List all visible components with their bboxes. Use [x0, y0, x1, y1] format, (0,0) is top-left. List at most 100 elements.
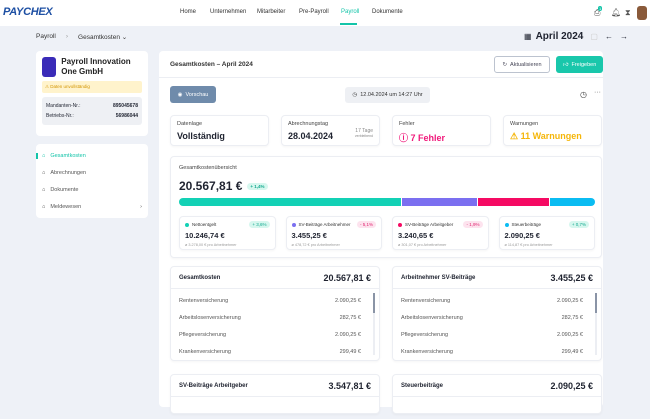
- detail-row: Rentenversicherung 2.090,25 €: [401, 292, 583, 309]
- segment-card: Steuerbeiträge + 0,7% 2.090,25 € ø 114,87…: [498, 216, 595, 250]
- row-label: Pflegeversicherung: [401, 331, 449, 338]
- preview-label: Vorschau: [185, 91, 209, 98]
- inbox-icon[interactable]: ⎙ 1: [594, 6, 603, 17]
- breadcrumb-current-label: Gesamtkosten: [78, 34, 120, 41]
- row-value: 2.090,25 €: [335, 297, 361, 304]
- card-title: SV-Beiträge Arbeitgeber: [179, 382, 248, 389]
- days-remaining-label: verbleibend: [354, 134, 373, 138]
- release-button[interactable]: 👍︎ Freigeben: [556, 56, 603, 73]
- nav-dokumente[interactable]: Dokumente: [372, 9, 403, 15]
- stat-value: 11 Warnungen: [520, 131, 582, 141]
- segment-name: Nettoentgelt: [192, 222, 217, 227]
- nav-payroll[interactable]: Payroll: [341, 9, 360, 15]
- preview-button[interactable]: ◉ Vorschau: [170, 86, 216, 103]
- cost-distribution-bar: [179, 198, 595, 206]
- row-label: Rentenversicherung: [179, 297, 229, 304]
- cost-detail-card: Arbeitnehmer SV-Beiträge 3.455,25 € Rente…: [392, 266, 602, 361]
- data-incomplete-warning: ⚠ Daten unvollständig: [42, 81, 142, 93]
- company-ids: Mandanten-Nr.: 895045678 Betriebs-Nr.: 569…: [42, 97, 142, 125]
- period-picker-icon[interactable]: ▢: [590, 32, 598, 41]
- nav-pre-payroll[interactable]: Pre-Payroll: [299, 9, 329, 15]
- row-label: Krankenversicherung: [179, 348, 231, 355]
- segment-card: Nettoentgelt + 3,6% 10.246,74 € ø 3.278,0…: [179, 216, 276, 250]
- breadcrumb-separator-icon: ›: [65, 33, 69, 40]
- card-title: Gesamtkosten: [179, 274, 221, 281]
- segment-name: SV-Beiträge Arbeitnehmer: [298, 222, 351, 227]
- scrollbar[interactable]: [373, 293, 375, 355]
- segment-card: SV-Beiträge Arbeitgeber - 1,9% 3.240,65 €…: [392, 216, 489, 250]
- segment-change-badge: - 1,9%: [463, 221, 483, 228]
- detail-row: Rentenversicherung 2.090,25 €: [179, 292, 361, 309]
- row-value: 299,49 €: [561, 348, 583, 355]
- card-total: 2.090,25 €: [550, 380, 593, 391]
- sidebar-item-label: Dokumente: [50, 186, 79, 193]
- segment-value: 3.240,65 €: [398, 231, 434, 240]
- clock-icon: ◷: [352, 92, 358, 98]
- sidebar-item-meldewesen[interactable]: ⌂ Meldewesen ›: [42, 198, 142, 215]
- days-remaining-value: 17 Tage: [355, 128, 373, 134]
- sidebar-item-abrechnungen[interactable]: ⌂ Abrechnungen: [42, 164, 142, 181]
- legend-dot-icon: [291, 222, 296, 227]
- row-label: Rentenversicherung: [401, 297, 451, 304]
- card-total: 3.455,25 €: [550, 272, 593, 283]
- error-icon: ⓘ: [399, 133, 411, 143]
- cost-detail-card: Gesamtkosten 20.567,81 € Rentenversicheru…: [170, 266, 380, 361]
- overview-title: Gesamtkostenübersicht: [179, 165, 237, 171]
- avatar[interactable]: [637, 6, 647, 20]
- refresh-button[interactable]: ↻ Aktualisieren: [494, 56, 550, 73]
- stat-warnungen[interactable]: Warnungen ⚠ 11 Warnungen: [503, 115, 602, 146]
- scrollbar[interactable]: [595, 293, 597, 355]
- breadcrumb-current[interactable]: Gesamtkosten ⌄: [78, 34, 128, 41]
- hourglass-icon[interactable]: ⧗: [625, 8, 631, 17]
- detail-row: Pflegeversicherung 2.090,25 €: [401, 326, 583, 343]
- detail-row: Krankenversicherung 299,49 €: [401, 343, 583, 360]
- segment-change-badge: + 3,6%: [249, 221, 270, 228]
- period-label[interactable]: April 2024: [535, 31, 584, 42]
- briefcase-icon: ⌂: [42, 169, 46, 176]
- previous-period-arrow-icon[interactable]: ←: [604, 32, 613, 41]
- sidebar-menu: ⌂ Gesamtkosten ⌂ Abrechnungen ⌂ Dokumente ⌂…: [36, 144, 148, 218]
- bar-segment: [179, 198, 402, 206]
- stat-fehler[interactable]: Fehler ⓘ 7 Fehler: [392, 115, 491, 146]
- nav-mitarbeiter[interactable]: Mitarbeiter: [257, 9, 286, 15]
- briefcase-icon: ⌂: [42, 186, 46, 193]
- stat-value: 7 Fehler: [410, 133, 446, 143]
- sidebar-item-dokumente[interactable]: ⌂ Dokumente: [42, 181, 142, 198]
- row-label: Arbeitslosenversicherung: [401, 314, 463, 321]
- next-period-arrow-icon[interactable]: →: [619, 32, 628, 41]
- segment-average: ø 301,07 € pro Arbeitnehmer: [398, 243, 447, 247]
- card-title: Steuerbeiträge: [401, 382, 444, 389]
- card-total: 20.567,81 €: [323, 272, 371, 283]
- overview-change-badge: + 1,4%: [247, 182, 268, 190]
- thumbs-up-icon: 👍︎: [562, 61, 569, 68]
- betrieb-value: 56986044: [115, 113, 138, 119]
- row-value: 299,49 €: [339, 348, 361, 355]
- stat-value: 28.04.2024: [288, 131, 334, 141]
- breadcrumb: Payroll › Gesamtkosten ⌄: [36, 33, 127, 41]
- breadcrumb-payroll[interactable]: Payroll: [36, 33, 56, 40]
- bar-segment: [549, 198, 595, 206]
- stat-label: Abrechnungstag: [288, 121, 329, 127]
- release-label: Freigeben: [571, 61, 597, 68]
- eye-icon: ◉: [177, 91, 183, 98]
- segment-change-badge: + 0,7%: [568, 221, 589, 228]
- more-options-icon[interactable]: ···: [594, 89, 601, 96]
- segment-cards: Nettoentgelt + 3,6% 10.246,74 € ø 3.278,0…: [179, 216, 595, 250]
- segment-card: SV-Beiträge Arbeitnehmer - 5,1% 3.455,25 …: [285, 216, 382, 250]
- bell-icon[interactable]: 🔔︎: [611, 8, 622, 17]
- nav-home[interactable]: Home: [180, 9, 197, 15]
- sidebar-item-gesamtkosten[interactable]: ⌂ Gesamtkosten: [42, 147, 142, 164]
- sidebar-item-label: Meldewesen: [50, 203, 82, 210]
- overview-card: Gesamtkostenübersicht 20.567,81 € + 1,4% …: [170, 156, 602, 258]
- refresh-label: Aktualisieren: [510, 61, 542, 68]
- sidebar-item-label: Abrechnungen: [50, 169, 87, 176]
- period-selector: ▦ April 2024 ▢ ← →: [524, 31, 628, 42]
- paychex-logo[interactable]: PAYCHEX: [3, 6, 53, 18]
- scrollbar-thumb[interactable]: [373, 293, 375, 313]
- refresh-icon: ↻: [502, 61, 508, 68]
- history-icon[interactable]: ◷: [580, 90, 587, 99]
- warning-icon: ⚠: [510, 131, 521, 141]
- scrollbar-thumb[interactable]: [595, 293, 597, 313]
- cost-detail-card: Steuerbeiträge 2.090,25 €: [392, 374, 602, 414]
- nav-unternehmen[interactable]: Unternehmen: [210, 9, 247, 15]
